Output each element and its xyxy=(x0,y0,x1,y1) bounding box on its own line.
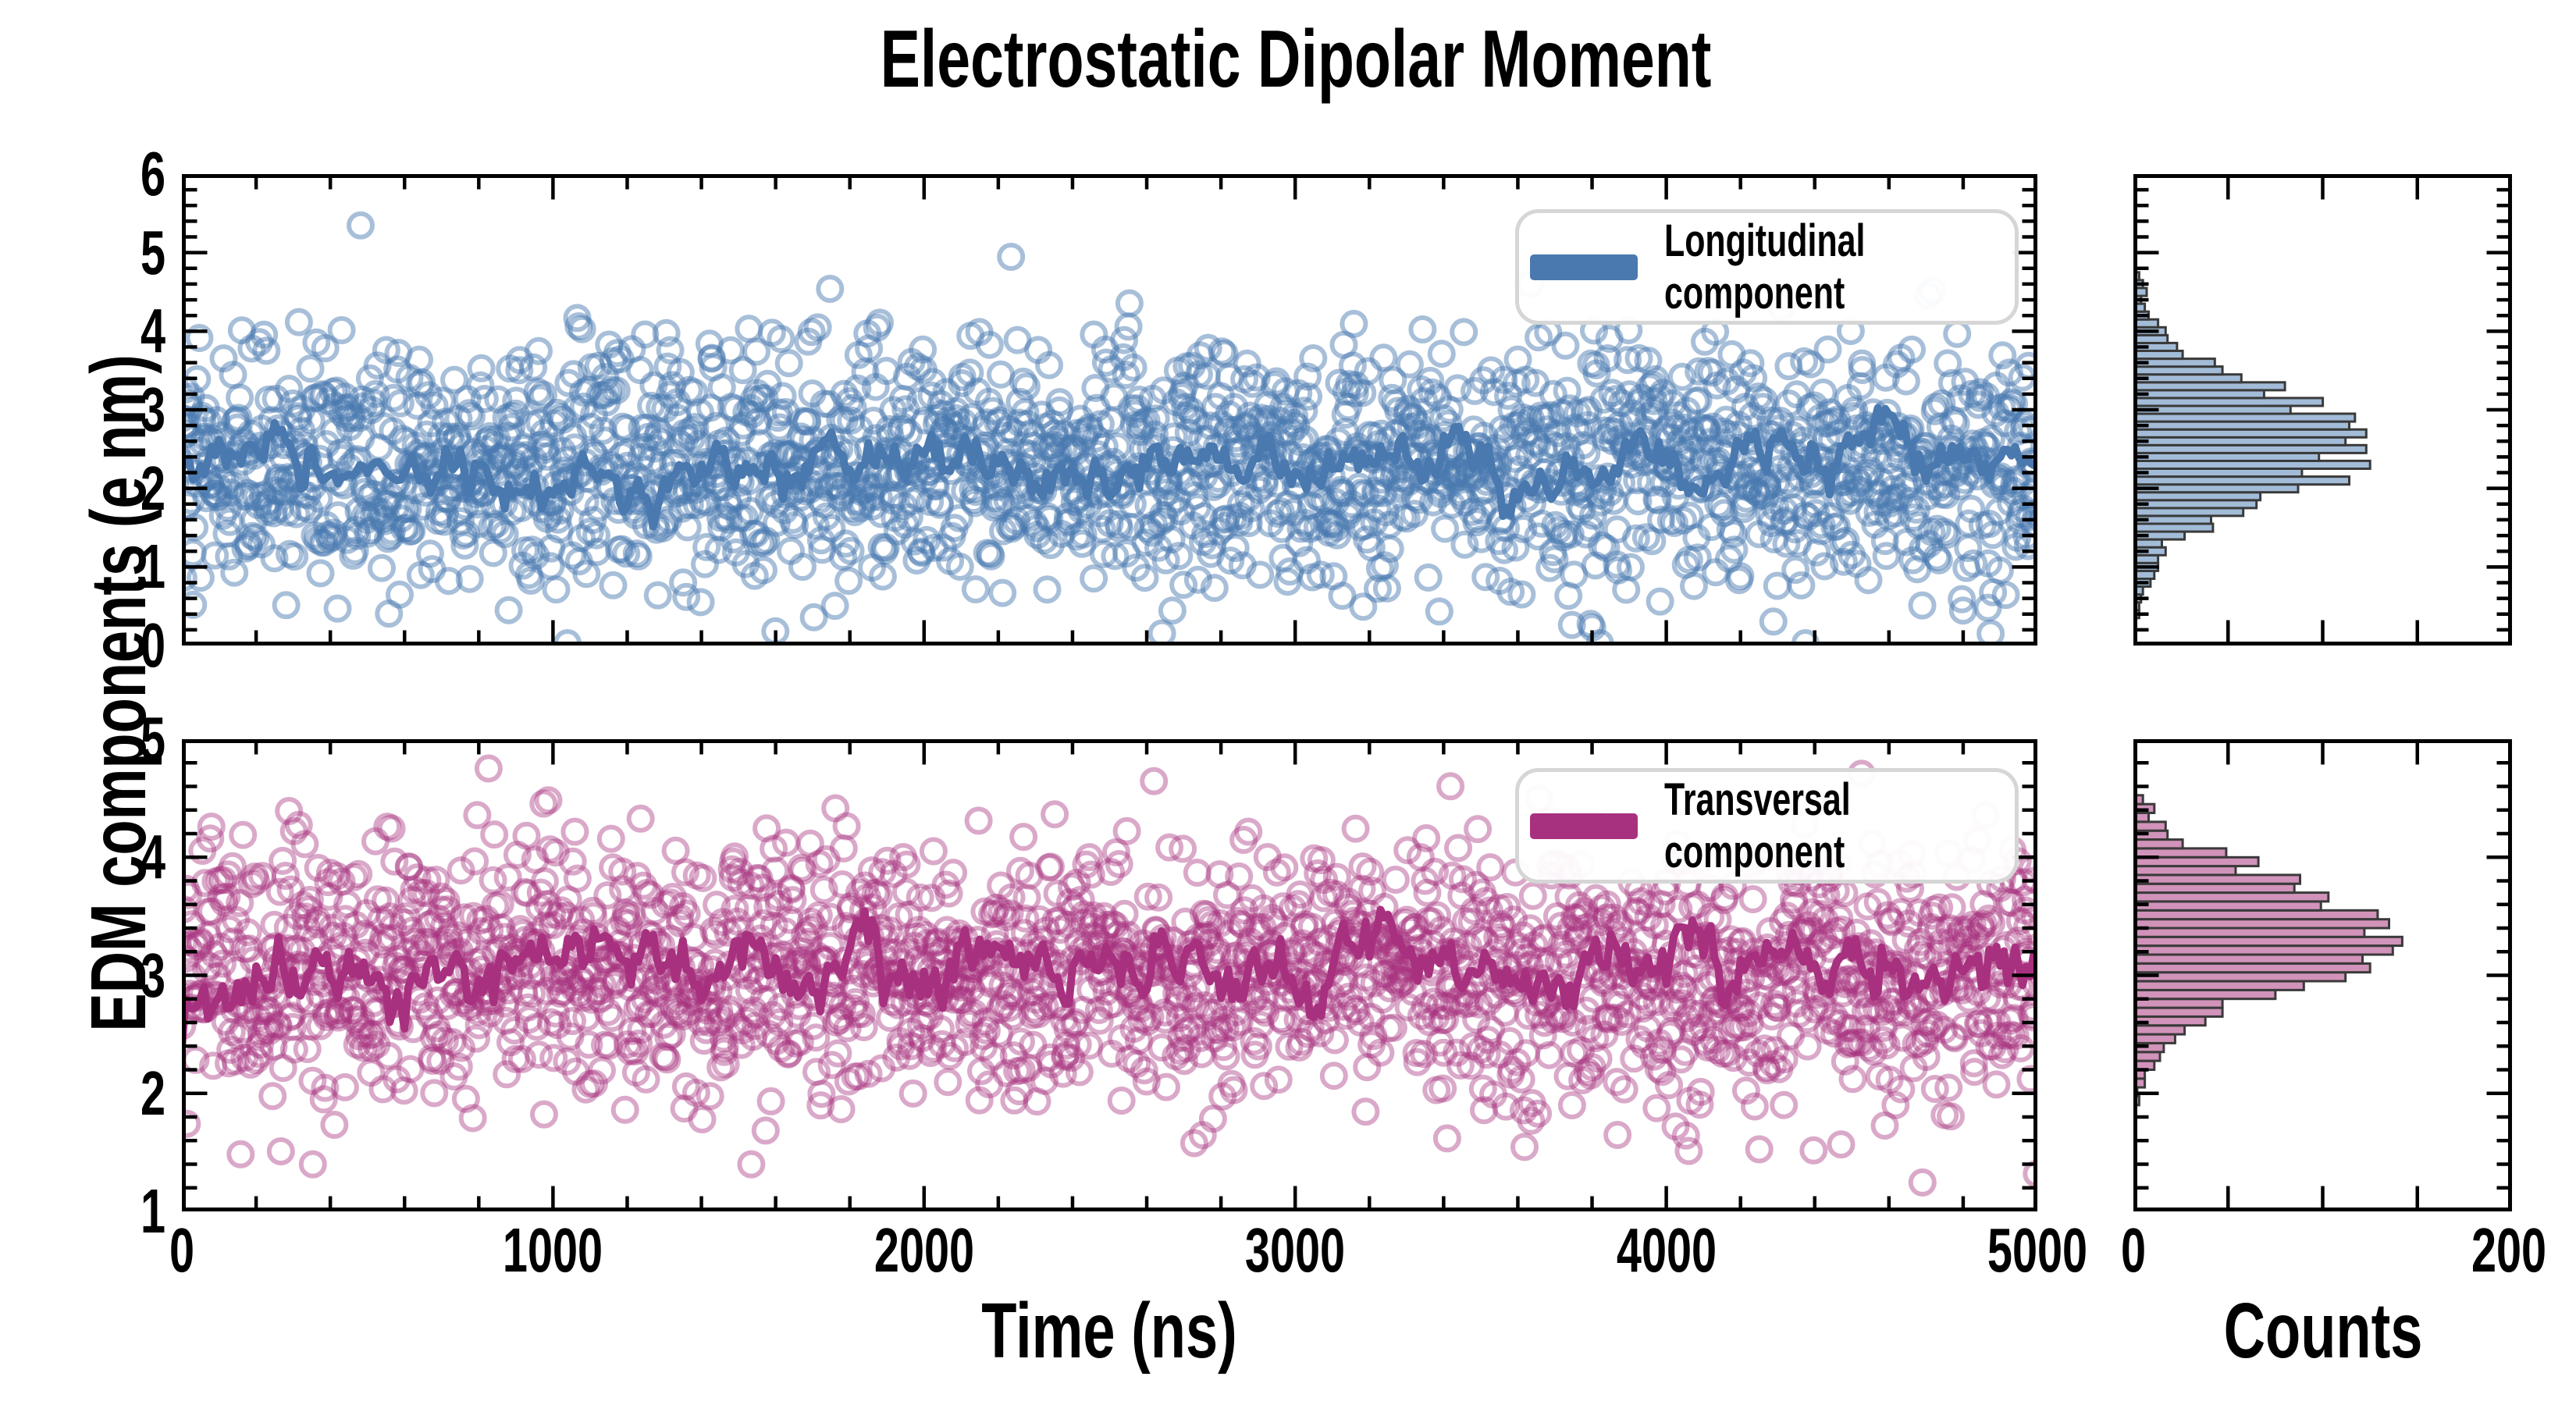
x-tick-label: 5000 xyxy=(1987,1215,2088,1285)
y-tick-label: 1 xyxy=(140,1176,165,1246)
hist-x-tick-label: 200 xyxy=(2471,1215,2547,1285)
y-tick-label: 5 xyxy=(140,704,165,774)
y-tick-label: 3 xyxy=(140,940,165,1010)
longitudinal-histogram xyxy=(2133,174,2512,646)
legend-label-longitudinal: Longitudinal component xyxy=(1664,215,1866,318)
y-tick-label: 2 xyxy=(140,453,165,523)
x-tick-label: 4000 xyxy=(1616,1215,1717,1285)
longitudinal-panel xyxy=(182,174,2037,646)
y-tick-label: 1 xyxy=(140,532,165,602)
x-axis-label-counts: Counts xyxy=(2223,1287,2423,1375)
x-tick-label: 0 xyxy=(169,1215,195,1285)
legend-swatch-longitudinal xyxy=(1530,254,1638,280)
x-tick-label: 2000 xyxy=(873,1215,974,1285)
legend-swatch-transversal xyxy=(1530,813,1638,839)
x-tick-label: 1000 xyxy=(503,1215,603,1285)
y-tick-label: 2 xyxy=(140,1058,165,1128)
x-tick-label: 3000 xyxy=(1245,1215,1346,1285)
y-tick-label: 6 xyxy=(140,139,165,208)
y-tick-label: 4 xyxy=(140,822,165,892)
x-axis-label-time: Time (ns) xyxy=(981,1287,1237,1375)
transversal-panel xyxy=(182,739,2037,1211)
transversal-histogram xyxy=(2133,739,2512,1211)
y-tick-label: 5 xyxy=(140,217,165,287)
legend-transversal: Transversal component xyxy=(1515,768,2019,884)
y-tick-label: 4 xyxy=(140,296,165,366)
y-tick-label: 0 xyxy=(140,610,165,680)
hist-x-tick-label: 0 xyxy=(2120,1215,2147,1285)
chart-title: Electrostatic Dipolar Moment xyxy=(880,14,1712,105)
legend-label-transversal: Transversal component xyxy=(1664,774,1851,877)
y-tick-label: 3 xyxy=(140,375,165,444)
legend-longitudinal: Longitudinal component xyxy=(1515,209,2019,325)
